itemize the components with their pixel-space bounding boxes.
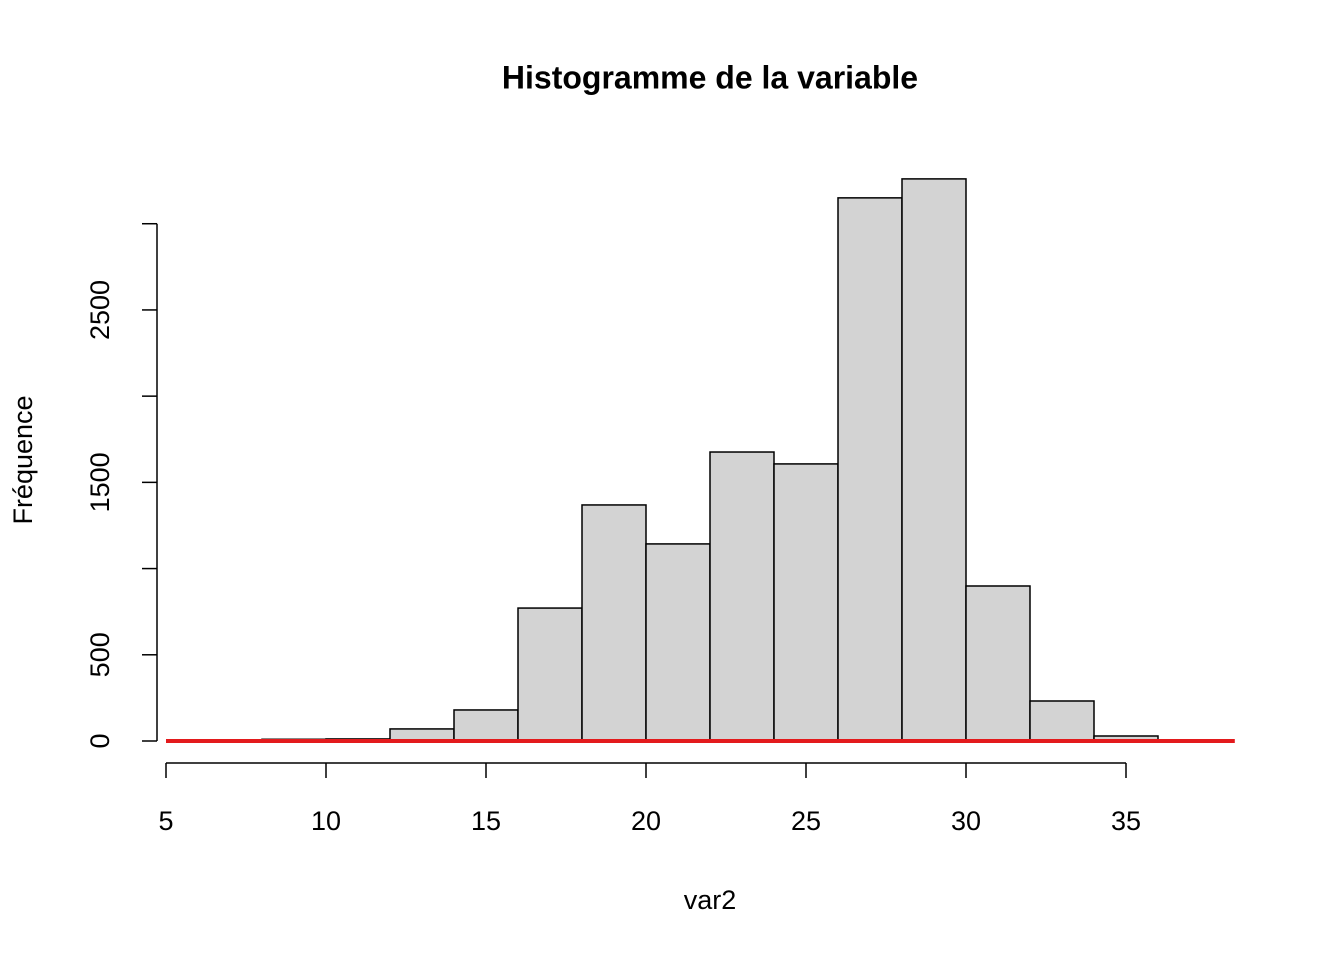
x-tick-label: 30 [951, 806, 981, 836]
y-tick-label: 500 [85, 632, 115, 677]
bar [645, 543, 711, 742]
x-axis-label: var2 [684, 885, 737, 915]
bar [709, 451, 775, 742]
bar [453, 709, 519, 742]
bar [837, 197, 903, 742]
bar [581, 504, 647, 742]
bar [517, 607, 583, 742]
x-tick-label: 25 [791, 806, 821, 836]
x-tick-label: 20 [631, 806, 661, 836]
y-tick-label: 0 [85, 733, 115, 748]
x-tick-label: 5 [158, 806, 173, 836]
x-tick-label: 35 [1111, 806, 1141, 836]
y-tick-label: 2500 [85, 280, 115, 340]
x-tick-label: 15 [471, 806, 501, 836]
bar [901, 178, 967, 742]
y-tick-label: 1500 [85, 452, 115, 512]
bar [965, 585, 1031, 742]
x-tick-label: 10 [311, 806, 341, 836]
bar [1029, 700, 1095, 742]
bar [773, 463, 839, 742]
chart-title: Histogramme de la variable [502, 59, 918, 95]
y-axis-label: Fréquence [8, 395, 38, 524]
